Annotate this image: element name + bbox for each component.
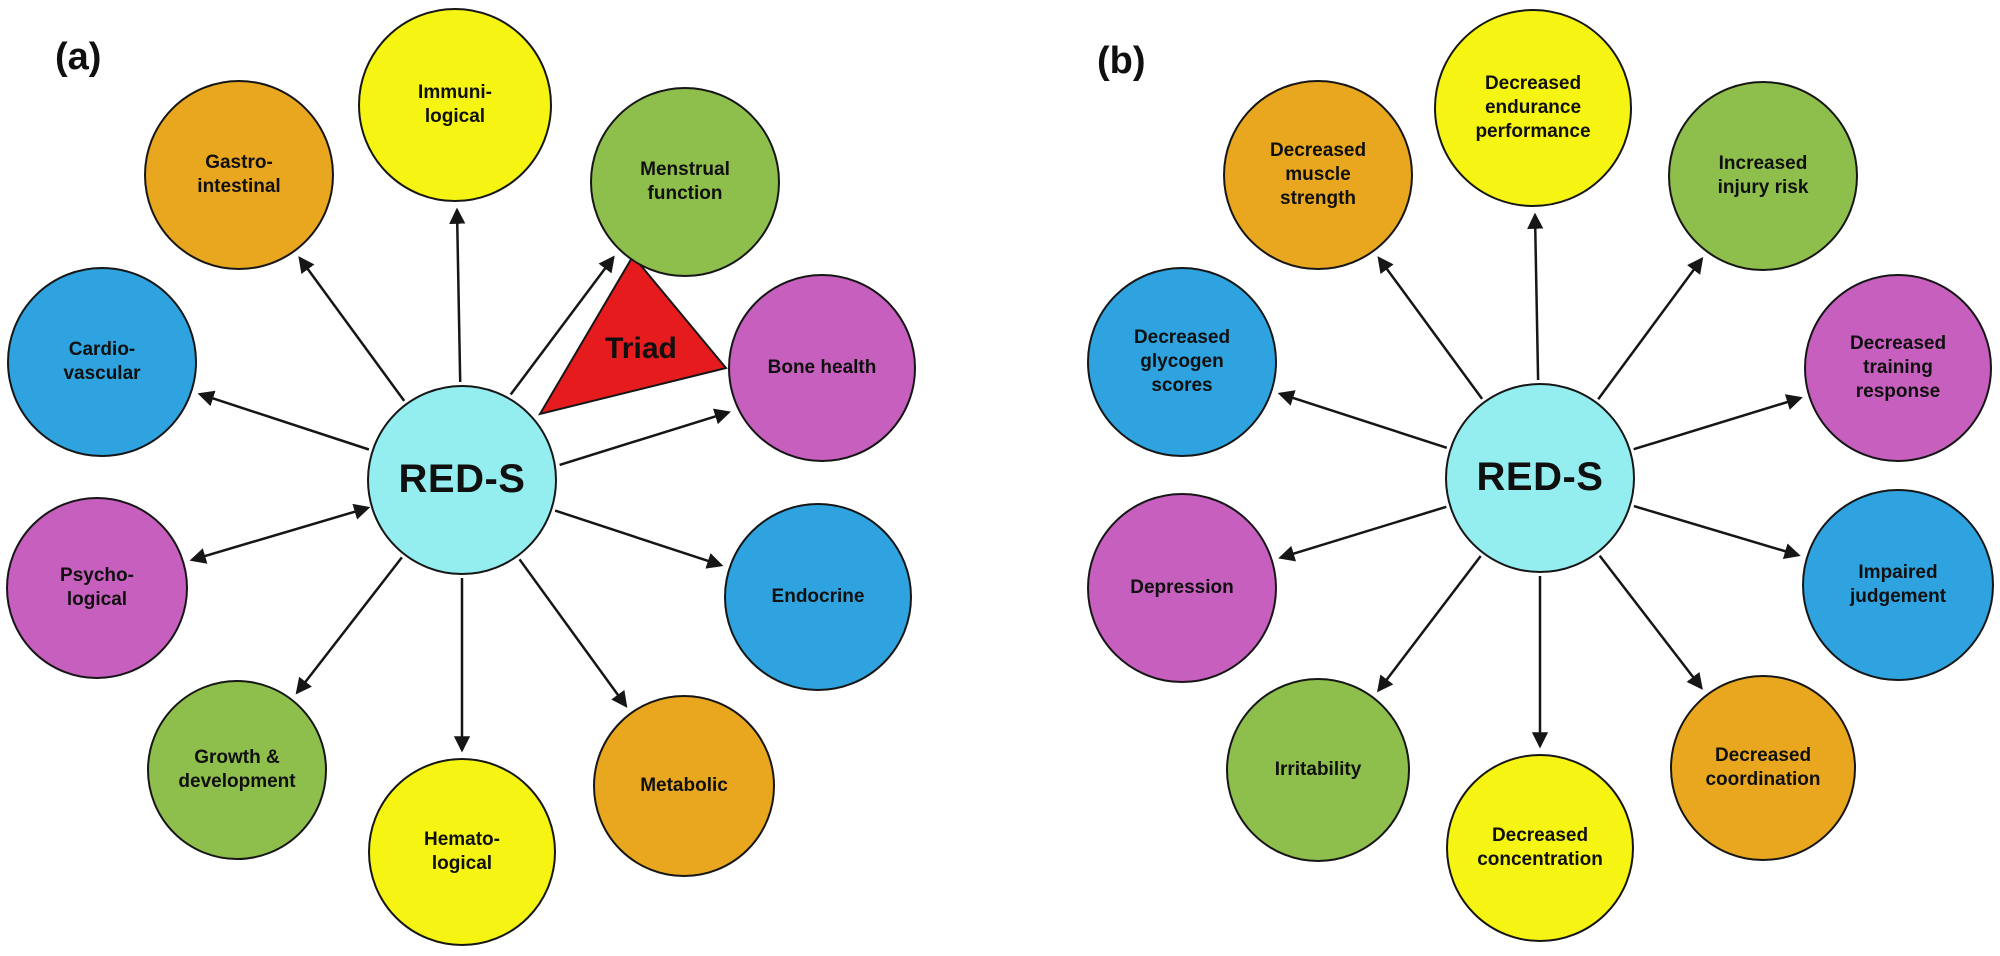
node-a-endocrine: Endocrine: [724, 503, 912, 691]
node-label: Endocrine: [771, 585, 865, 607]
node-label: Decreased muscle strength: [1269, 139, 1367, 210]
arrow-a-bone: [559, 408, 731, 467]
node-b-concentration: Decreased concentration: [1446, 754, 1634, 942]
arrow-a-growth: [295, 556, 403, 695]
node-label: Psycho-logical: [60, 564, 134, 610]
arrow-b-training: [1633, 394, 1803, 451]
node-b-irritability: Irritability: [1226, 678, 1410, 862]
arrow-b-judgement: [1633, 504, 1801, 560]
arrow-b-muscle: [1377, 256, 1484, 400]
arrow-b-injury: [1597, 256, 1704, 400]
node-label: Cardio-vascular: [63, 338, 141, 384]
node-label: Decreased training response: [1849, 332, 1947, 403]
arrow-a-menstrual: [509, 255, 615, 396]
node-label: Increased injury risk: [1717, 152, 1809, 198]
figure-label-a: (a): [55, 36, 102, 78]
node-label: Gastro-intestinal: [197, 151, 281, 197]
node-b-coordination: Decreased coordination: [1670, 675, 1856, 861]
node-a-bone: Bone health: [728, 274, 916, 462]
center-node-b-reds: RED-S: [1445, 383, 1635, 573]
arrows-group: Triad: [189, 207, 1803, 753]
arrow-b-depression: [1278, 505, 1447, 562]
node-label: Decreased glycogen scores: [1133, 326, 1231, 397]
node-b-glycogen: Decreased glycogen scores: [1087, 267, 1277, 457]
arrow-a-immunological: [449, 207, 466, 383]
node-label: Hemato-logical: [423, 828, 500, 874]
node-label: Depression: [1130, 576, 1234, 598]
arrow-a-metabolic: [518, 558, 628, 708]
node-b-depression: Depression: [1087, 493, 1277, 683]
node-label: Immuni-logical: [418, 81, 492, 127]
node-a-psychological: Psycho-logical: [6, 497, 188, 679]
arrow-b-glycogen: [1277, 390, 1448, 449]
node-b-injury: Increased injury risk: [1668, 81, 1858, 271]
arrow-b-coordination: [1598, 554, 1703, 690]
triad-label: Triad: [605, 332, 677, 365]
node-label: Irritability: [1274, 758, 1362, 780]
node-label: RED-S: [1476, 455, 1604, 500]
node-a-menstrual: Menstrual function: [590, 87, 780, 277]
arrow-a-psychological: [189, 503, 371, 564]
node-label: Decreased concentration: [1477, 824, 1603, 870]
arrow-a-gastrointestinal: [298, 256, 406, 402]
node-a-immunological: Immuni-logical: [358, 8, 552, 202]
node-b-endurance: Decreased endurance performance: [1434, 9, 1632, 207]
node-label: Bone health: [767, 356, 877, 378]
node-label: RED-S: [398, 457, 526, 502]
node-a-hematological: Hemato-logical: [368, 758, 556, 946]
arrow-b-endurance: [1527, 212, 1544, 381]
figure-label-b: (b): [1097, 40, 1146, 82]
node-label: Metabolic: [640, 774, 728, 796]
node-label: Decreased coordination: [1705, 744, 1821, 790]
node-label: Menstrual function: [640, 158, 730, 204]
center-node-a-reds: RED-S: [367, 385, 557, 575]
node-b-muscle: Decreased muscle strength: [1223, 80, 1413, 270]
node-a-growth: Growth & development: [147, 680, 327, 860]
node-label: Growth & development: [178, 746, 296, 792]
node-label: Decreased endurance performance: [1475, 72, 1591, 143]
node-a-gastrointestinal: Gastro-intestinal: [144, 80, 334, 270]
node-a-metabolic: Metabolic: [593, 695, 775, 877]
node-a-cardiovascular: Cardio-vascular: [7, 267, 197, 457]
arrow-b-irritability: [1377, 555, 1482, 693]
node-b-judgement: Impaired judgement: [1802, 489, 1994, 681]
triad-triangle: [537, 254, 728, 416]
arrow-a-endocrine: [554, 509, 724, 569]
node-b-training: Decreased training response: [1804, 274, 1992, 462]
arrow-a-cardiovascular: [197, 390, 370, 451]
node-label: Impaired judgement: [1849, 561, 1947, 607]
